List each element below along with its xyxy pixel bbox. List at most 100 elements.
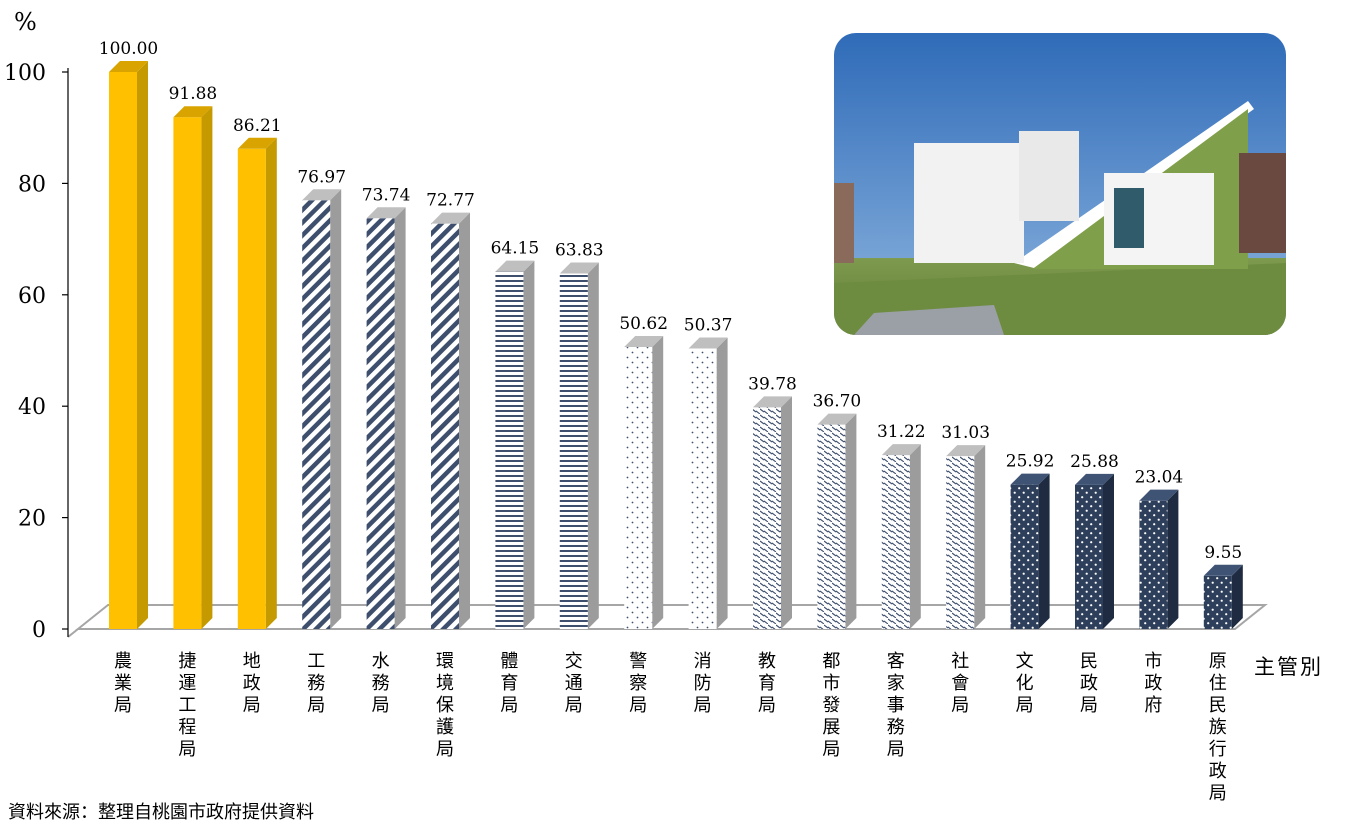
category-label-char: 局 (114, 695, 132, 716)
bar-front (237, 148, 266, 629)
bar (1139, 489, 1179, 629)
category-label-char: 民 (1080, 651, 1098, 672)
category-label-char: 政 (1144, 673, 1162, 694)
category-label-char: 務 (887, 717, 905, 738)
category-label-char: 市 (822, 673, 840, 694)
bar-top (624, 336, 664, 348)
bar-front (302, 200, 331, 629)
category-label-char: 事 (887, 695, 905, 716)
value-label: 23.04 (1135, 468, 1184, 488)
category-label-char: 家 (887, 673, 905, 694)
category-label-char: 民 (1209, 695, 1227, 716)
bar-front (1139, 500, 1168, 629)
category-label-char: 警 (629, 651, 647, 672)
bar-top (1075, 473, 1114, 485)
bar (173, 106, 213, 630)
bar (688, 337, 728, 629)
y-tick-label: 100 (4, 61, 46, 86)
bar-front (366, 218, 395, 630)
bar-top (817, 413, 857, 425)
category-label-char: 市 (1144, 651, 1162, 672)
bar-top (753, 396, 792, 408)
category-label-char: 住 (1209, 673, 1227, 694)
bar-top (1010, 473, 1050, 485)
floor-edge (67, 628, 79, 638)
value-label: 63.83 (555, 240, 604, 260)
bar-side (974, 445, 986, 629)
category-label-char: 捷 (178, 651, 196, 672)
category-label-char: 防 (694, 673, 712, 694)
bar-top (173, 106, 213, 118)
bar-front (109, 72, 137, 629)
bar-side (394, 207, 406, 630)
category-label-char: 化 (1016, 673, 1034, 694)
bar-front (946, 456, 975, 629)
category-label-char: 展 (822, 717, 840, 738)
bar-side (716, 337, 728, 629)
value-label: 25.92 (1006, 452, 1055, 472)
bar-front (881, 455, 910, 629)
bar-top (366, 207, 406, 219)
category-label-char: 都 (822, 651, 840, 672)
bar-side (845, 413, 857, 629)
category-label-char: 教 (758, 651, 776, 672)
value-label: 91.88 (169, 84, 218, 104)
bar-front (559, 273, 588, 629)
y-axis-unit-label: % (14, 8, 37, 36)
bar (559, 262, 599, 629)
category-label-char: 消 (694, 651, 712, 672)
value-label: 50.37 (684, 315, 733, 335)
category-label-char: 務 (372, 673, 390, 694)
bar-side (909, 444, 921, 629)
bar-side (265, 137, 277, 629)
category-label-char: 農 (114, 651, 132, 672)
category-label-char: 業 (114, 673, 132, 694)
bar-front (1075, 484, 1103, 629)
y-tick-label: 80 (18, 172, 46, 197)
bar-top (109, 61, 148, 72)
y-tick-label: 20 (18, 507, 46, 532)
category-label-char: 育 (758, 673, 776, 694)
category-label-char: 族 (1209, 717, 1227, 738)
value-label: 64.15 (491, 239, 540, 259)
bar-front (1010, 484, 1039, 629)
bar (237, 137, 277, 629)
value-label: 100.00 (99, 39, 158, 59)
category-label-char: 政 (1080, 673, 1098, 694)
y-tick-label: 60 (18, 284, 46, 309)
bar-front (1203, 575, 1232, 629)
bar-side (652, 336, 664, 629)
category-label-char: 文 (1016, 651, 1034, 672)
value-label: 31.03 (941, 423, 990, 443)
category-label-char: 局 (887, 739, 905, 760)
category-label-char: 運 (178, 673, 196, 694)
category-label-char: 原 (1209, 651, 1227, 672)
bar (431, 212, 470, 630)
bar-top (495, 260, 535, 272)
value-label: 86.21 (233, 116, 282, 136)
category-label-char: 保 (436, 695, 454, 716)
category-label-char: 境 (436, 673, 454, 694)
y-tick-label: 0 (32, 618, 46, 643)
category-label-char: 政 (1209, 761, 1227, 782)
category-label-char: 局 (1016, 695, 1034, 716)
value-label: 9.55 (1204, 543, 1242, 563)
bar-front (495, 271, 524, 629)
category-label-char: 地 (243, 651, 261, 672)
bar-front (431, 223, 459, 630)
value-label: 50.62 (619, 314, 668, 334)
bar-front (173, 117, 202, 630)
value-label: 25.88 (1070, 452, 1119, 472)
category-label-char: 局 (629, 695, 647, 716)
category-label-char: 交 (565, 651, 583, 672)
bar (1203, 564, 1243, 629)
bar-top (1139, 489, 1179, 501)
category-label-char: 政 (243, 673, 261, 694)
bar (946, 445, 986, 629)
category-label-char: 工 (307, 651, 325, 672)
bar-side (137, 61, 148, 629)
bar-top (688, 337, 728, 349)
bar-top (946, 445, 986, 457)
category-label-char: 局 (372, 695, 390, 716)
